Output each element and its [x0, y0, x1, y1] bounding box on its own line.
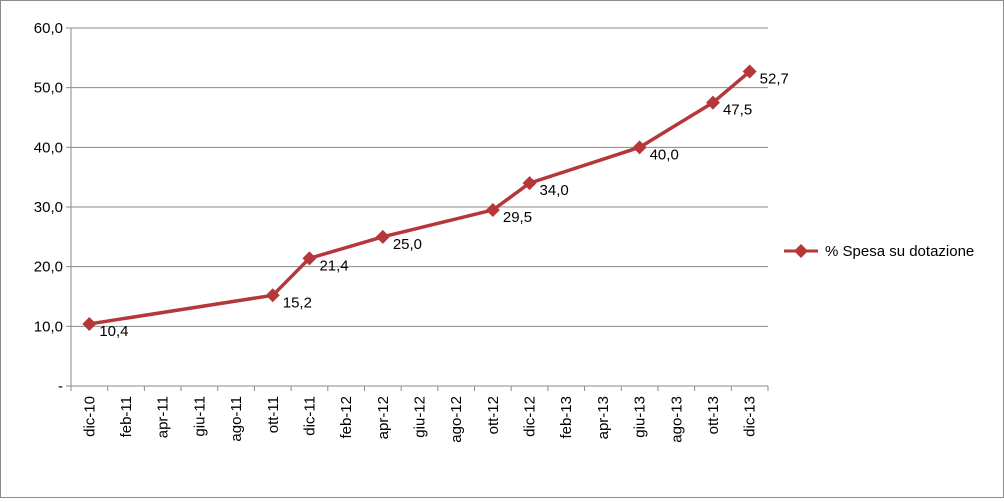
x-tick-label: ago-13	[668, 396, 685, 443]
y-tick-label: 30,0	[34, 199, 63, 216]
x-tick-label: feb-12	[338, 396, 355, 439]
x-tick-label: dic-11	[301, 396, 318, 436]
x-tick-label: ott-11	[265, 396, 282, 433]
x-tick-label: feb-13	[558, 396, 575, 439]
data-label: 25,0	[393, 236, 422, 253]
x-axis: dic-10 feb-11 apr-11 giu-11 ago-11 ott-11 dic-…	[70, 385, 769, 443]
data-point-marker	[302, 251, 317, 266]
x-tick-label: ott-13	[705, 396, 722, 434]
data-point-marker	[705, 95, 720, 110]
data-label: 21,4	[319, 257, 348, 274]
x-tick-label: ago-12	[448, 396, 465, 443]
data-label: 34,0	[540, 182, 569, 199]
x-tick-label: giu-13	[632, 396, 649, 438]
data-point-marker	[742, 64, 757, 79]
legend-marker	[794, 244, 808, 258]
x-tick-label: dic-10	[81, 396, 98, 437]
y-tick-label: 20,0	[34, 259, 63, 276]
series-group: 10,4 15,2 21,4 25,0 29,5 34,0 40,0 47,5 52,7	[82, 64, 789, 340]
x-tick-label: dic-13	[742, 396, 759, 437]
legend-label: % Spesa su dotazione	[825, 243, 974, 260]
data-label: 15,2	[283, 294, 312, 311]
x-tick-label: giu-11	[191, 396, 208, 437]
gridlines	[71, 27, 768, 327]
x-tick-label: apr-12	[375, 396, 392, 439]
data-label: 52,7	[760, 71, 789, 88]
x-tick-label: apr-13	[595, 396, 612, 439]
data-label: 10,4	[99, 323, 128, 340]
y-tick-label: -	[58, 378, 63, 395]
y-tick-label: 60,0	[34, 20, 63, 37]
y-axis: - 10,0 20,0 30,0 40,0 50,0 60,0	[34, 20, 72, 395]
x-tick-label: feb-11	[118, 396, 135, 437]
x-tick-label: giu-12	[412, 396, 429, 438]
y-tick-label: 10,0	[34, 318, 63, 335]
x-tick-label: apr-11	[155, 396, 172, 438]
x-tick-label: dic-12	[522, 396, 539, 437]
data-point-marker	[82, 316, 97, 331]
legend: % Spesa su dotazione	[784, 243, 974, 260]
data-label: 29,5	[503, 209, 532, 226]
data-label: 40,0	[650, 146, 679, 163]
data-label: 47,5	[723, 102, 752, 119]
series-line	[89, 70, 751, 326]
x-tick-label: ott-12	[485, 396, 502, 434]
data-point-marker	[375, 229, 390, 244]
x-tick-label: ago-11	[228, 396, 245, 442]
y-tick-label: 50,0	[34, 80, 63, 97]
y-tick-label: 40,0	[34, 139, 63, 156]
data-point-marker	[265, 288, 280, 303]
data-point-marker	[632, 140, 647, 155]
data-point-marker	[485, 202, 500, 217]
data-point-marker	[522, 176, 537, 191]
